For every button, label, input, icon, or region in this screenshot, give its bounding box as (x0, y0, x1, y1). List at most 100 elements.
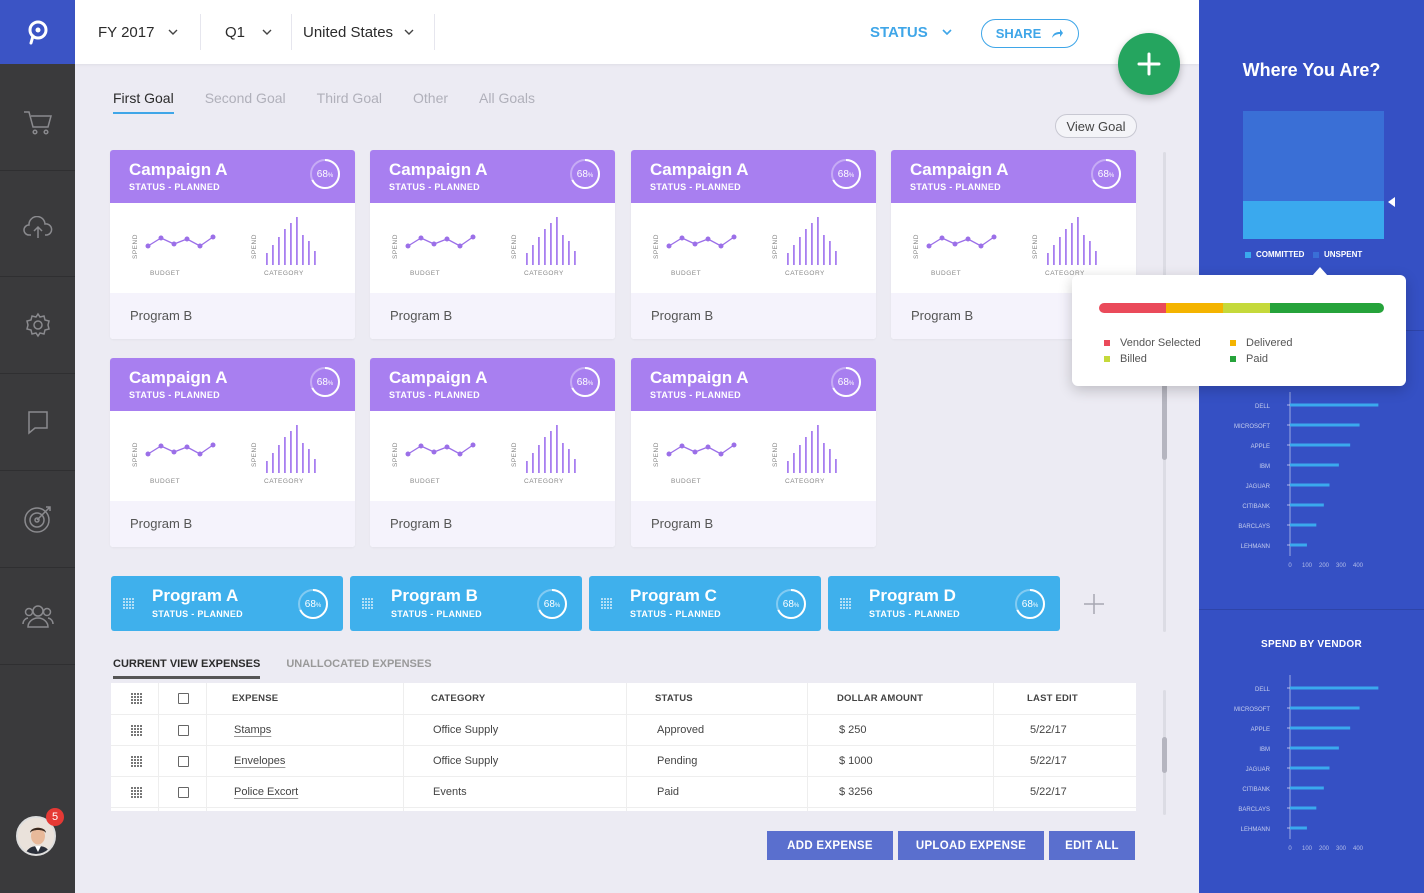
drag-handle[interactable] (131, 777, 142, 807)
card-footer[interactable]: Program B (110, 293, 355, 339)
cards-scrollbar[interactable] (1162, 330, 1167, 460)
mini-bar (817, 425, 819, 473)
card-footer[interactable]: Program B (631, 293, 876, 339)
expense-status[interactable]: Pending (657, 755, 698, 767)
nav-cloud[interactable] (0, 180, 75, 277)
expense-category: Office Supply (433, 755, 499, 767)
header-last-edit[interactable]: LAST EDIT (1027, 693, 1078, 704)
tab-other[interactable]: Other (413, 90, 449, 106)
budget-line-chart (666, 442, 737, 457)
view-goal-button[interactable]: View Goal (1055, 114, 1137, 138)
nav-cart[interactable] (0, 74, 75, 171)
mini-bar (550, 223, 552, 265)
mini-bar (308, 241, 310, 265)
nav-goals[interactable] (0, 471, 75, 568)
campaign-card[interactable]: Campaign A STATUS - PLANNED 68% SPEND BU… (631, 358, 876, 547)
fiscal-year-dropdown[interactable]: FY 2017 (98, 0, 178, 64)
expense-name-link[interactable]: Police Excort (234, 786, 299, 798)
header-status[interactable]: STATUS (655, 693, 693, 704)
upload-expense-button[interactable]: UPLOAD EXPENSE (898, 831, 1044, 860)
right-panel: Where You Are? COMMITTED UNSPENT DELL MIC… (1199, 0, 1424, 893)
card-footer[interactable]: Program B (110, 501, 355, 547)
drag-handle[interactable] (131, 746, 142, 776)
tab-current-view-expenses[interactable]: CURRENT VIEW EXPENSES (113, 658, 261, 679)
nav-settings[interactable] (0, 277, 75, 374)
table-row[interactable]: Stamps Office Supply Approved $ 250 5/22… (111, 715, 1136, 746)
app-logo[interactable] (0, 0, 75, 64)
table-scrollbar[interactable] (1162, 737, 1167, 773)
card-title: Campaign A (910, 160, 1009, 179)
drag-handle[interactable] (362, 596, 373, 614)
campaign-card[interactable]: Campaign A STATUS - PLANNED 68% SPEND BU… (631, 150, 876, 339)
quarter-dropdown[interactable]: Q1 (225, 0, 272, 64)
add-fab-button[interactable] (1118, 33, 1180, 95)
mini-bar (562, 443, 564, 473)
add-expense-button[interactable]: ADD EXPENSE (767, 831, 893, 860)
drag-handle[interactable] (840, 596, 851, 614)
mini-bar (787, 461, 789, 473)
header-expense[interactable]: EXPENSE (232, 693, 279, 704)
line-point (731, 442, 737, 448)
status-dropdown[interactable]: STATUS (870, 0, 952, 64)
tab-unallocated-expenses[interactable]: UNALLOCATED EXPENSES (286, 658, 432, 670)
expense-status[interactable]: Paid (657, 786, 680, 798)
campaign-card[interactable]: Campaign A STATUS - PLANNED 68% SPEND BU… (891, 150, 1136, 339)
tab-first-goal[interactable]: First Goal (113, 90, 174, 114)
header-category[interactable]: CATEGORY (431, 693, 486, 704)
table-row[interactable]: Police Excort Events Paid $ 3256 5/22/17 (111, 777, 1136, 808)
expense-status[interactable]: Approved (657, 724, 705, 736)
program-title: Program B (391, 586, 478, 605)
budget-line-chart (926, 234, 997, 249)
spend-axis-label: SPEND (132, 234, 139, 259)
edit-all-button[interactable]: EDIT ALL (1049, 831, 1135, 860)
program-card[interactable]: Program C STATUS - PLANNED 68% (589, 576, 821, 631)
progress-ring-icon (831, 367, 861, 397)
program-card[interactable]: Program B STATUS - PLANNED 68% (350, 576, 582, 631)
drag-handle[interactable] (131, 683, 142, 714)
row-checkbox[interactable] (178, 777, 189, 807)
drag-handle[interactable] (601, 596, 612, 614)
header-dollar-amount[interactable]: DOLLAR AMOUNT (837, 693, 924, 704)
row-checkbox[interactable] (178, 746, 189, 776)
card-footer[interactable]: Program B (631, 501, 876, 547)
line-point (158, 443, 164, 449)
tab-third-goal[interactable]: Third Goal (316, 90, 382, 106)
card-header: Campaign A STATUS - PLANNED 68% (631, 358, 876, 411)
mini-bar (538, 237, 540, 265)
mini-bar (278, 237, 280, 265)
campaign-card[interactable]: Campaign A STATUS - PLANNED 68% SPEND BU… (110, 150, 355, 339)
card-charts: SPEND BUDGET SPEND CATEGORY (631, 203, 876, 293)
expense-last-edit: 5/22/17 (1030, 724, 1067, 736)
campaign-card[interactable]: Campaign A STATUS - PLANNED 68% SPEND BU… (370, 358, 615, 547)
vendor-tick-label: JAGUAR (1246, 767, 1271, 773)
select-all-checkbox[interactable] (178, 683, 189, 714)
tab-second-goal[interactable]: Second Goal (204, 90, 286, 106)
expense-name-link[interactable]: Stamps (234, 724, 272, 736)
nav-team[interactable] (0, 568, 75, 665)
table-row[interactable]: Envelopes Office Supply Pending $ 1000 5… (111, 746, 1136, 777)
logo-icon (28, 20, 47, 45)
drag-handle[interactable] (131, 715, 142, 745)
expense-name-link[interactable]: Envelopes (234, 755, 286, 767)
drag-handle[interactable] (123, 596, 134, 614)
share-button[interactable]: SHARE (981, 19, 1079, 48)
region-dropdown[interactable]: United States (303, 0, 414, 64)
column-divider (158, 683, 159, 811)
program-title: Program C (630, 586, 717, 605)
program-card[interactable]: Program A STATUS - PLANNED 68% (111, 576, 343, 631)
campaign-card[interactable]: Campaign A STATUS - PLANNED 68% SPEND BU… (110, 358, 355, 547)
tab-all-goals[interactable]: All Goals (479, 90, 536, 106)
add-program-button[interactable] (1082, 592, 1106, 621)
program-card[interactable]: Program D STATUS - PLANNED 68% (828, 576, 1060, 631)
vendor-tick-label: JAGUAR (1246, 484, 1271, 490)
row-checkbox[interactable] (178, 715, 189, 745)
card-footer[interactable]: Program B (370, 501, 615, 547)
nav-messages[interactable] (0, 374, 75, 471)
card-footer[interactable]: Program B (370, 293, 615, 339)
user-avatar[interactable] (16, 816, 56, 856)
line-point (197, 243, 203, 249)
legend-swatch (1313, 251, 1319, 258)
spend-by-vendor-chart: DELL MICROSOFT APPLE IBM JAGUAR CITIBANK BARCL… (1234, 675, 1379, 852)
campaign-card[interactable]: Campaign A STATUS - PLANNED 68% SPEND BU… (370, 150, 615, 339)
vendor-bar-chart: DELL MICROSOFT APPLE IBM JAGUAR CITIBANK BARCL… (1234, 392, 1379, 569)
